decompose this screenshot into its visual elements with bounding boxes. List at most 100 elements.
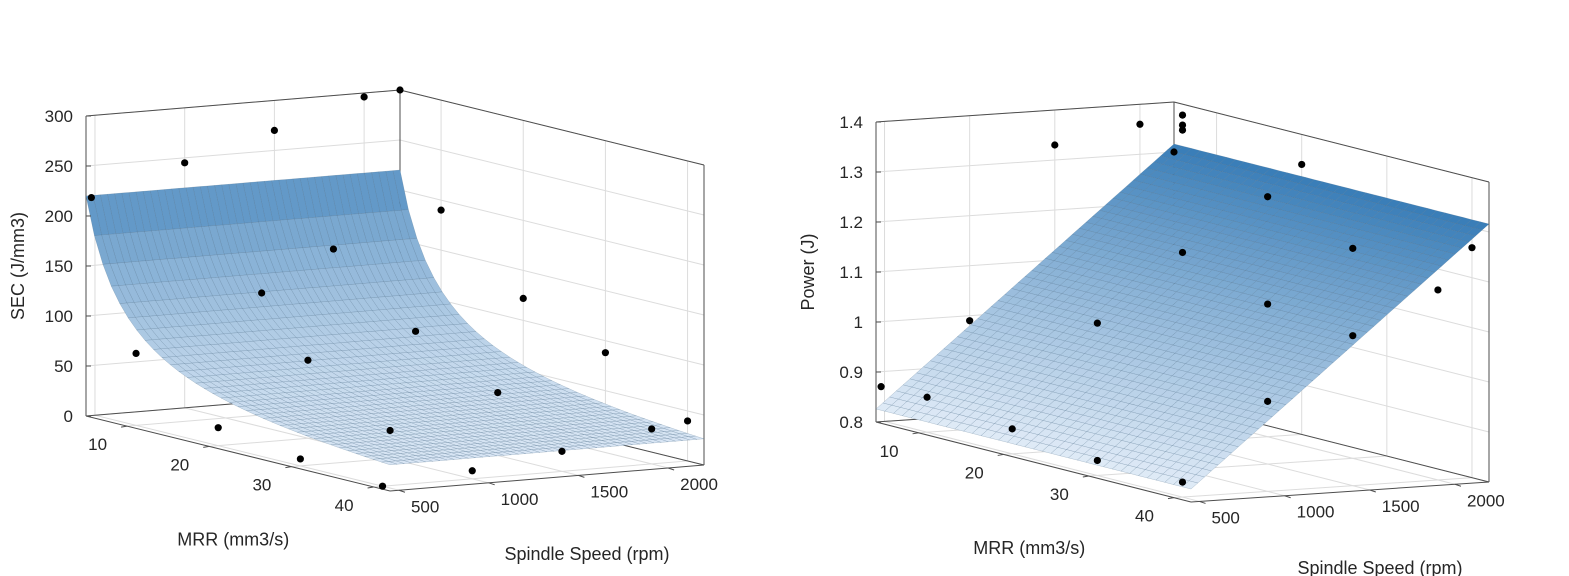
y-tick-label: 2000 xyxy=(680,475,718,494)
data-point xyxy=(437,206,445,214)
y-tick-label: 500 xyxy=(411,497,439,516)
data-point xyxy=(468,467,476,475)
z-tick-label: 150 xyxy=(45,257,73,276)
data-point xyxy=(181,159,189,167)
data-point xyxy=(1178,248,1187,257)
z-tick-label: 1.1 xyxy=(839,263,863,282)
z-tick-label: 250 xyxy=(45,157,73,176)
y-tick-label: 500 xyxy=(1212,508,1240,527)
data-point xyxy=(87,193,95,202)
data-point xyxy=(1136,120,1144,128)
x-tick-mark xyxy=(285,466,292,469)
y-tick-label: 1500 xyxy=(590,482,628,501)
z-tick-label: 0.9 xyxy=(839,363,863,382)
y-tick-mark xyxy=(1369,489,1376,493)
z-tick-label: 0.8 xyxy=(839,413,863,432)
y-tick-mark xyxy=(488,482,495,486)
x-tick-label: 40 xyxy=(335,496,354,515)
sec-surface-chart: 0 50 100 150 200 250 300 10 20 30 40 500 1000 1500 200… xyxy=(8,86,718,564)
tick-labels: 0 50 100 150 200 250 300 10 20 30 40 500 1000 1500 200… xyxy=(45,107,718,516)
z-tick-label: 1.4 xyxy=(839,113,863,132)
data-point xyxy=(360,93,368,101)
z-tick-label: 0 xyxy=(64,407,73,426)
data-point xyxy=(1349,244,1357,252)
axis-edge xyxy=(389,464,705,492)
data-point xyxy=(648,425,656,433)
x-tick-mark xyxy=(997,453,1004,456)
data-point xyxy=(966,317,974,325)
data-point xyxy=(558,447,566,455)
y-axis-label: Spindle Speed (rpm) xyxy=(1297,558,1462,576)
z-tick-label: 50 xyxy=(54,357,73,376)
z-tick-label: 1.2 xyxy=(839,213,863,232)
y-tick-label: 1500 xyxy=(1382,497,1420,516)
y-tick-mark xyxy=(1284,495,1291,499)
z-axis-label: Power (J) xyxy=(798,233,818,310)
y-tick-mark xyxy=(398,489,406,493)
data-point xyxy=(601,349,610,357)
x-tick-label: 30 xyxy=(252,476,271,495)
data-point xyxy=(519,294,527,303)
data-point xyxy=(214,424,222,432)
axis-edge xyxy=(875,101,1175,123)
axis-edge xyxy=(399,89,705,166)
y-tick-mark xyxy=(1454,483,1462,487)
x-tick-label: 20 xyxy=(170,455,189,474)
z-tick-label: 100 xyxy=(45,307,73,326)
z-tick-label: 300 xyxy=(45,107,73,126)
z-axis-label: SEC (J/mm3) xyxy=(8,212,28,320)
x-tick-label: 20 xyxy=(965,463,984,482)
z-tick-label: 1 xyxy=(854,313,863,332)
axis-labels: MRR (mm3/s) Spindle Speed (rpm) SEC (J/mm3… xyxy=(8,212,670,564)
axis-edge xyxy=(875,421,1192,503)
data-points xyxy=(877,111,1476,486)
data-point xyxy=(1178,121,1187,129)
x-tick-mark xyxy=(1082,475,1089,478)
data-point xyxy=(1093,456,1101,465)
x-tick-mark xyxy=(912,432,919,435)
z-grid-line xyxy=(85,89,705,166)
data-point xyxy=(1298,160,1306,169)
data-point xyxy=(1170,148,1178,156)
y-tick-mark xyxy=(667,467,675,471)
axis-edge xyxy=(1173,101,1490,183)
data-point xyxy=(1349,332,1357,340)
x-tick-label: 40 xyxy=(1135,507,1154,526)
data-point xyxy=(1051,141,1059,149)
data-point xyxy=(683,417,692,425)
data-point xyxy=(258,289,266,297)
data-point xyxy=(1434,286,1442,294)
fitted-surface xyxy=(85,169,705,465)
x-tick-mark xyxy=(203,445,210,448)
fitted-surface xyxy=(875,143,1490,490)
data-point xyxy=(1264,193,1272,201)
x-tick-mark xyxy=(367,486,374,489)
data-point xyxy=(296,455,304,463)
power-surface-chart: 0.8 0.9 1 1.1 1.2 1.3 1.4 10 20 30 40 500 1000 1500 20… xyxy=(798,101,1505,576)
data-point xyxy=(304,356,312,364)
data-point xyxy=(411,327,420,335)
axis-edge xyxy=(85,89,401,117)
x-tick-mark xyxy=(120,425,128,428)
data-point xyxy=(1178,126,1187,134)
x-axis-label: MRR (mm3/s) xyxy=(973,538,1085,558)
axis-edge xyxy=(85,415,391,492)
surface-patch xyxy=(381,461,398,465)
data-point xyxy=(494,388,502,397)
data-point xyxy=(386,426,394,435)
z-tick-label: 200 xyxy=(45,207,73,226)
data-point xyxy=(1264,300,1272,308)
data-point xyxy=(1093,319,1101,327)
axis-edge xyxy=(1190,481,1490,503)
data-point xyxy=(378,482,387,490)
data-points xyxy=(87,86,692,490)
x-tick-mark xyxy=(1167,497,1175,500)
y-tick-label: 1000 xyxy=(1297,503,1335,522)
data-point xyxy=(1264,397,1272,405)
axis-labels: MRR (mm3/s) Spindle Speed (rpm) Power (J) xyxy=(798,233,1463,576)
surface-patch xyxy=(1181,480,1199,490)
data-point xyxy=(1178,478,1187,486)
y-tick-label: 2000 xyxy=(1467,491,1505,510)
data-point xyxy=(1178,111,1187,119)
